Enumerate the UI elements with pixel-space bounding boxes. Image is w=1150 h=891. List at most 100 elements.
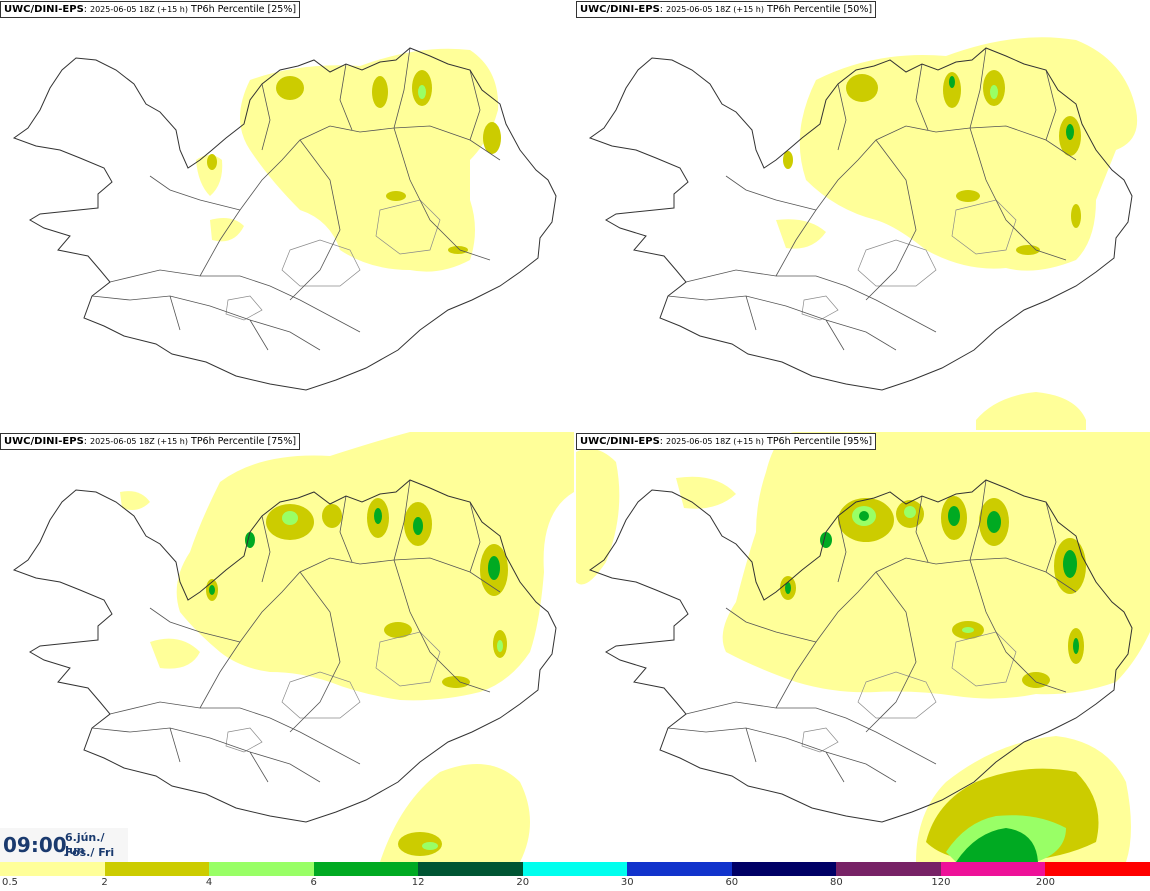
colorbar-swatch bbox=[418, 862, 523, 876]
run-info: 2025-06-05 18Z (+15 h) bbox=[666, 5, 764, 14]
valid-time: 09:00 bbox=[3, 833, 67, 857]
colorbar-swatch bbox=[731, 862, 837, 876]
precip-area-moderate bbox=[372, 76, 388, 108]
run-info: 2025-06-05 18Z (+15 h) bbox=[90, 437, 188, 446]
precip-area-light bbox=[120, 491, 150, 510]
precip-area-light bbox=[776, 219, 826, 249]
precip-area-moderate bbox=[322, 504, 342, 528]
precip-area-very-heavy bbox=[785, 582, 791, 594]
precip-area-very-heavy bbox=[488, 556, 500, 580]
colorbar-label: 200 bbox=[1035, 877, 1055, 888]
map-panel-p50: UWC/DINI-EPS: 2025-06-05 18Z (+15 h) TP6… bbox=[576, 0, 1150, 430]
precip-fields bbox=[576, 432, 1150, 862]
colorbar-swatch bbox=[940, 862, 1046, 876]
valid-weekday: Fös./ Fri bbox=[65, 846, 115, 859]
precip-area-light bbox=[799, 37, 1138, 271]
precip-area-light bbox=[150, 638, 200, 669]
precip-area-moderate bbox=[384, 622, 412, 638]
colorbar-swatch bbox=[104, 862, 210, 876]
panel-title: UWC/DINI-EPS: 2025-06-05 18Z (+15 h) TP6… bbox=[576, 1, 877, 18]
run-info: 2025-06-05 18Z (+15 h) bbox=[90, 5, 188, 14]
precip-area-heavy bbox=[418, 85, 426, 99]
map-canvas bbox=[13, 47, 557, 391]
precip-area-moderate bbox=[386, 191, 406, 201]
precip-area-heavy bbox=[904, 506, 916, 518]
run-info: 2025-06-05 18Z (+15 h) bbox=[666, 437, 764, 446]
colorbar-swatch bbox=[0, 862, 105, 876]
colorbar-label: 0.5 bbox=[2, 877, 18, 888]
colorbar-swatch bbox=[836, 862, 941, 876]
model-name: UWC/DINI-EPS bbox=[4, 436, 84, 447]
panel-title: UWC/DINI-EPS: 2025-06-05 18Z (+15 h) TP6… bbox=[0, 1, 301, 18]
valid-date: 6.jún./ Jun bbox=[65, 831, 105, 857]
model-name: UWC/DINI-EPS bbox=[580, 436, 660, 447]
precip-area-very-heavy bbox=[949, 76, 955, 88]
precip-area-very-heavy bbox=[820, 532, 832, 548]
precip-area-light bbox=[576, 448, 620, 585]
field-name: TP6h Percentile [50%] bbox=[767, 4, 873, 15]
precip-fields bbox=[120, 432, 574, 862]
precip-area-light bbox=[976, 392, 1086, 430]
precip-area-very-heavy bbox=[956, 828, 1038, 862]
precip-area-very-heavy bbox=[1066, 124, 1074, 140]
precip-area-very-heavy bbox=[374, 508, 382, 524]
precip-area-heavy bbox=[422, 842, 438, 850]
precip-area-very-heavy bbox=[948, 506, 960, 526]
field-name: TP6h Percentile [95%] bbox=[767, 436, 873, 447]
colorbar-label: 12 bbox=[411, 877, 425, 888]
colorbar-label: 6 bbox=[310, 877, 317, 888]
model-name: UWC/DINI-EPS bbox=[4, 4, 84, 15]
field-name: TP6h Percentile [75%] bbox=[191, 436, 297, 447]
precip-area-moderate bbox=[943, 72, 961, 108]
precip-area-moderate bbox=[956, 190, 980, 202]
precip-area-moderate bbox=[483, 122, 501, 154]
panel-divider bbox=[0, 430, 1150, 432]
precip-area-light bbox=[176, 432, 574, 701]
precip-area-light bbox=[676, 476, 736, 509]
map-panel-p75: UWC/DINI-EPS: 2025-06-05 18Z (+15 h) TP6… bbox=[0, 432, 574, 862]
panel-title: UWC/DINI-EPS: 2025-06-05 18Z (+15 h) TP6… bbox=[576, 433, 877, 450]
precip-area-heavy bbox=[282, 511, 298, 525]
valid-time-box: 09:00 6.jún./ Jun Fös./ Fri bbox=[0, 828, 128, 862]
precip-area-very-heavy bbox=[209, 585, 215, 595]
colorbar-swatch bbox=[522, 862, 628, 876]
colorbar-label: 120 bbox=[931, 877, 951, 888]
panel-title: UWC/DINI-EPS: 2025-06-05 18Z (+15 h) TP6… bbox=[0, 433, 301, 450]
colorbar-label: 30 bbox=[620, 877, 634, 888]
precip-area-moderate bbox=[442, 676, 470, 688]
precip-area-moderate bbox=[276, 76, 304, 100]
precip-area-heavy bbox=[962, 627, 974, 633]
colorbar-swatch bbox=[627, 862, 732, 876]
precip-area-light bbox=[240, 48, 499, 272]
precip-area-very-heavy bbox=[1063, 550, 1077, 578]
colorbar-label: 60 bbox=[725, 877, 739, 888]
precip-area-very-heavy bbox=[859, 511, 869, 521]
precip-fields bbox=[776, 37, 1138, 430]
colorbar-label: 4 bbox=[205, 877, 213, 888]
colorbar-label: 20 bbox=[516, 877, 530, 888]
model-name: UWC/DINI-EPS bbox=[580, 4, 660, 15]
precip-area-moderate bbox=[783, 151, 793, 169]
colorbar-labels: 0.5 2 4 6 12 20 30 60 80 120 200 bbox=[0, 876, 1150, 891]
map-canvas bbox=[576, 432, 1150, 862]
precip-fields bbox=[196, 48, 501, 272]
precip-area-light bbox=[722, 432, 1150, 699]
precip-area-moderate bbox=[448, 246, 468, 254]
precip-area-moderate bbox=[846, 74, 878, 102]
colorbar-swatches bbox=[0, 862, 1150, 876]
precip-area-moderate bbox=[398, 832, 442, 856]
colorbar-swatch bbox=[1045, 862, 1150, 876]
precip-area-very-heavy bbox=[413, 517, 423, 535]
precip-area-moderate bbox=[207, 154, 217, 170]
colorbar-label: 2 bbox=[101, 877, 108, 888]
colorbar-label: 80 bbox=[829, 877, 843, 888]
colorbar-swatch bbox=[209, 862, 314, 876]
map-canvas bbox=[589, 37, 1138, 430]
map-panel-p95: UWC/DINI-EPS: 2025-06-05 18Z (+15 h) TP6… bbox=[576, 432, 1150, 862]
colorbar-swatch bbox=[313, 862, 419, 876]
precip-colorbar: 0.5 2 4 6 12 20 30 60 80 120 200 bbox=[0, 862, 1150, 891]
map-canvas bbox=[13, 432, 574, 862]
precip-area-heavy bbox=[990, 85, 998, 99]
field-name: TP6h Percentile [25%] bbox=[191, 4, 297, 15]
precip-area-very-heavy bbox=[1073, 638, 1079, 654]
